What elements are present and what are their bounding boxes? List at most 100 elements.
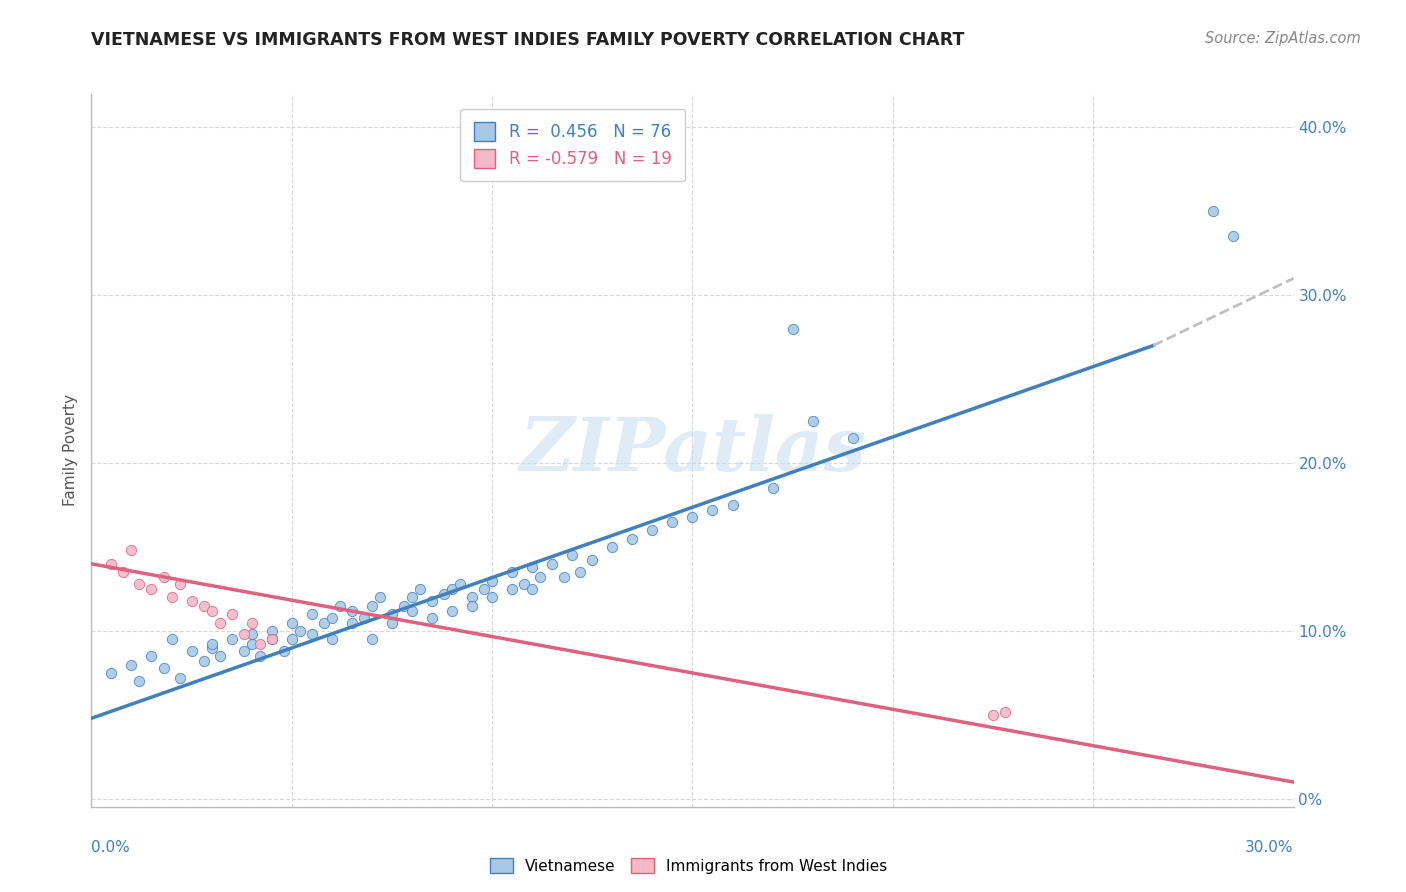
Point <box>193 654 215 668</box>
Point <box>513 577 536 591</box>
Point <box>260 632 283 647</box>
Point <box>409 582 432 596</box>
Point <box>240 627 263 641</box>
Point <box>461 599 484 613</box>
Point <box>312 615 335 630</box>
Point <box>721 498 744 512</box>
Point <box>360 632 382 647</box>
Point <box>581 553 603 567</box>
Point <box>381 607 404 622</box>
Point <box>301 607 323 622</box>
Point <box>141 649 163 664</box>
Point <box>221 607 243 622</box>
Point <box>180 644 202 658</box>
Text: Source: ZipAtlas.com: Source: ZipAtlas.com <box>1205 31 1361 46</box>
Point <box>208 615 231 630</box>
Point <box>249 649 271 664</box>
Point <box>569 565 592 579</box>
Point <box>368 591 391 605</box>
Text: VIETNAMESE VS IMMIGRANTS FROM WEST INDIES FAMILY POVERTY CORRELATION CHART: VIETNAMESE VS IMMIGRANTS FROM WEST INDIE… <box>91 31 965 49</box>
Point <box>329 599 352 613</box>
Point <box>360 599 382 613</box>
Point <box>152 570 174 584</box>
Point <box>340 604 363 618</box>
Point <box>702 503 724 517</box>
Point <box>112 565 135 579</box>
Point <box>121 657 143 672</box>
Point <box>553 570 575 584</box>
Point <box>561 549 583 563</box>
Point <box>128 674 150 689</box>
Point <box>288 624 311 638</box>
Point <box>461 591 484 605</box>
Point <box>100 557 122 571</box>
Point <box>193 599 215 613</box>
Point <box>472 582 495 596</box>
Point <box>232 627 254 641</box>
Point <box>221 632 243 647</box>
Point <box>433 587 456 601</box>
Text: ZIPatlas: ZIPatlas <box>519 414 866 487</box>
Point <box>260 632 283 647</box>
Point <box>321 632 343 647</box>
Point <box>201 604 224 618</box>
Point <box>169 577 191 591</box>
Point <box>420 593 443 607</box>
Point <box>249 637 271 651</box>
Point <box>420 610 443 624</box>
Point <box>401 591 423 605</box>
Point <box>128 577 150 591</box>
Point <box>232 644 254 658</box>
Point <box>529 570 551 584</box>
Point <box>449 577 471 591</box>
Text: 30.0%: 30.0% <box>1246 840 1294 855</box>
Point <box>180 593 202 607</box>
Point <box>522 582 544 596</box>
Point <box>100 665 122 680</box>
Point <box>169 671 191 685</box>
Point <box>641 523 664 537</box>
Point <box>281 615 304 630</box>
Point <box>160 632 183 647</box>
Point <box>340 615 363 630</box>
Point <box>353 610 375 624</box>
Point <box>121 543 143 558</box>
Point <box>240 615 263 630</box>
Legend: Vietnamese, Immigrants from West Indies: Vietnamese, Immigrants from West Indies <box>484 852 894 880</box>
Point <box>481 574 503 588</box>
Point <box>981 707 1004 722</box>
Point <box>152 661 174 675</box>
Point <box>994 705 1017 719</box>
Point <box>762 481 785 495</box>
Point <box>1202 204 1225 219</box>
Point <box>321 610 343 624</box>
Point <box>661 515 683 529</box>
Point <box>381 615 404 630</box>
Point <box>501 565 523 579</box>
Point <box>841 431 863 445</box>
Point <box>1222 229 1244 244</box>
Point <box>281 632 304 647</box>
Point <box>481 591 503 605</box>
Point <box>301 627 323 641</box>
Point <box>782 322 804 336</box>
Point <box>541 557 564 571</box>
Point <box>208 649 231 664</box>
Text: 0.0%: 0.0% <box>91 840 131 855</box>
Point <box>621 532 644 546</box>
Point <box>522 560 544 574</box>
Legend: R =  0.456   N = 76, R = -0.579   N = 19: R = 0.456 N = 76, R = -0.579 N = 19 <box>460 109 685 181</box>
Point <box>392 599 415 613</box>
Point <box>201 637 224 651</box>
Point <box>681 509 703 524</box>
Point <box>401 604 423 618</box>
Point <box>801 414 824 428</box>
Point <box>440 582 463 596</box>
Point <box>273 644 295 658</box>
Point <box>501 582 523 596</box>
Point <box>602 540 624 554</box>
Point <box>440 604 463 618</box>
Point <box>260 624 283 638</box>
Point <box>160 591 183 605</box>
Point <box>201 640 224 655</box>
